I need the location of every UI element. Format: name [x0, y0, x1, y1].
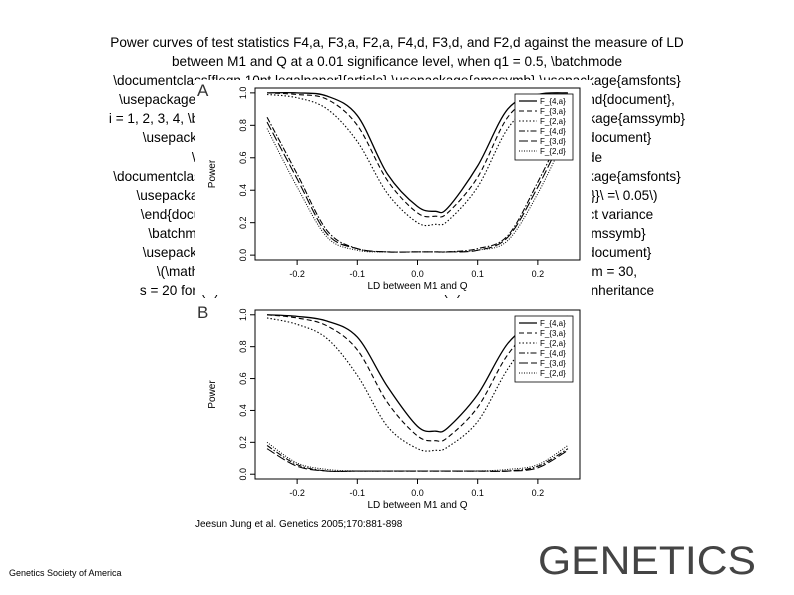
x-tick-label: 0.0	[411, 488, 424, 498]
series-line	[267, 91, 568, 214]
x-tick-label: -0.2	[289, 269, 305, 279]
y-tick-label: 0.8	[238, 340, 248, 353]
y-axis-label: Power	[207, 380, 218, 409]
genetics-logo-text: GENETICS	[538, 539, 756, 581]
x-tick-label: 0.2	[532, 488, 545, 498]
y-axis-label: Power	[207, 159, 218, 188]
x-axis-label: LD between M1 and Q	[367, 281, 467, 292]
y-tick-label: 0.4	[238, 184, 248, 197]
legend-box	[514, 93, 574, 161]
y-tick-label: 0.6	[238, 372, 248, 385]
legend-label: F_{4,d}	[540, 127, 566, 136]
legend-label: F_{4,a}	[540, 319, 566, 328]
legend-label: F_{3,a}	[540, 329, 566, 338]
series-line	[266, 128, 569, 253]
x-tick-label: -0.2	[289, 488, 305, 498]
legend-label: F_{3,d}	[540, 137, 566, 146]
x-axis-label: LD between M1 and Q	[367, 500, 467, 511]
legend-label: F_{2,a}	[540, 117, 566, 126]
x-tick-label: -0.1	[350, 488, 366, 498]
series-line	[267, 314, 569, 433]
series-line	[266, 441, 569, 472]
series-line	[267, 92, 569, 218]
legend-label: F_{2,d}	[540, 147, 566, 156]
y-tick-label: 0.4	[238, 404, 248, 417]
y-tick-label: 0.2	[238, 216, 248, 229]
plot-a-svg: A -0.2 -0.1 0.0 0.1 0.2 0.0 0.2 0.4 0.6 0.8 1.0 LD b…	[197, 81, 581, 292]
y-tick-label: 0.0	[238, 468, 248, 481]
legend-label: F_{4,a}	[540, 97, 566, 106]
citation: Jeesun Jung et al. Genetics 2005;170:881…	[195, 519, 403, 530]
x-tick-label: 0.2	[532, 269, 545, 279]
x-tick-label: -0.1	[350, 269, 366, 279]
panel-label: B	[197, 303, 208, 322]
power-plot-a: A -0.2 -0.1 0.0 0.1 0.2 0.0 0.2 0.4 0.6 0.8 1.0 LD b…	[195, 80, 592, 295]
y-tick-label: 0.0	[238, 249, 248, 262]
power-plot-b: B -0.2 -0.1 0.0 0.1 0.2 0.0 0.2 0.4 0.6 0.8 1.0 LD b…	[195, 302, 592, 514]
series-line	[266, 448, 569, 472]
legend-label: F_{4,d}	[540, 349, 566, 358]
legend-label: F_{3,a}	[540, 107, 566, 116]
x-tick-label: 0.0	[411, 269, 424, 279]
y-tick-label: 0.2	[238, 436, 248, 449]
panel-label: A	[197, 81, 209, 100]
genetics-logo: GENETICS	[538, 539, 756, 581]
series-line	[266, 314, 569, 442]
legend-label: F_{2,a}	[540, 339, 566, 348]
legend-label: F_{3,d}	[540, 359, 566, 368]
society-name: Genetics Society of America	[9, 568, 122, 578]
caption-line: between M1 and Q at a 0.01 significance …	[171, 54, 622, 70]
y-tick-label: 1.0	[238, 309, 248, 322]
plot-b-svg: B -0.2 -0.1 0.0 0.1 0.2 0.0 0.2 0.4 0.6 0.8 1.0 LD b…	[197, 303, 581, 511]
x-tick-label: 0.1	[471, 269, 484, 279]
caption-line: Power curves of test statistics F4,a, F3…	[110, 35, 684, 50]
y-tick-label: 0.6	[238, 152, 248, 165]
legend-box	[514, 315, 574, 383]
x-tick-label: 0.1	[471, 488, 484, 498]
y-tick-label: 1.0	[238, 87, 248, 100]
series-line	[266, 93, 569, 227]
series-line	[266, 445, 569, 473]
y-tick-label: 0.8	[238, 119, 248, 132]
legend-label: F_{2,d}	[540, 369, 566, 378]
